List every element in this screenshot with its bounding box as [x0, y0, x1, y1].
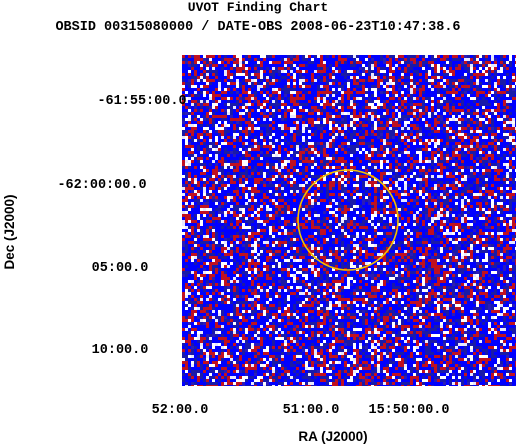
source-region-circle	[297, 169, 399, 271]
x-tick-label-3: 15:50:00.0	[368, 403, 449, 418]
x-tick-label-1: 52:00.0	[152, 403, 209, 418]
y-axis-label: Dec (J2000)	[2, 194, 17, 269]
y-tick-label-2: -62:00:00.0	[57, 178, 146, 193]
chart-title: UVOT Finding Chart	[187, 0, 329, 15]
sky-image-noise	[182, 55, 516, 386]
y-tick-label-4: 10:00.0	[92, 343, 149, 358]
y-tick-label-3: 05:00.0	[92, 261, 149, 276]
y-tick-label-1: -61:55:00.0	[97, 94, 186, 109]
chart-subtitle: OBSID 00315080000 / DATE-OBS 2008-06-23T…	[55, 20, 461, 35]
x-axis-label: RA (J2000)	[298, 429, 367, 444]
x-tick-label-2: 51:00.0	[283, 403, 340, 418]
